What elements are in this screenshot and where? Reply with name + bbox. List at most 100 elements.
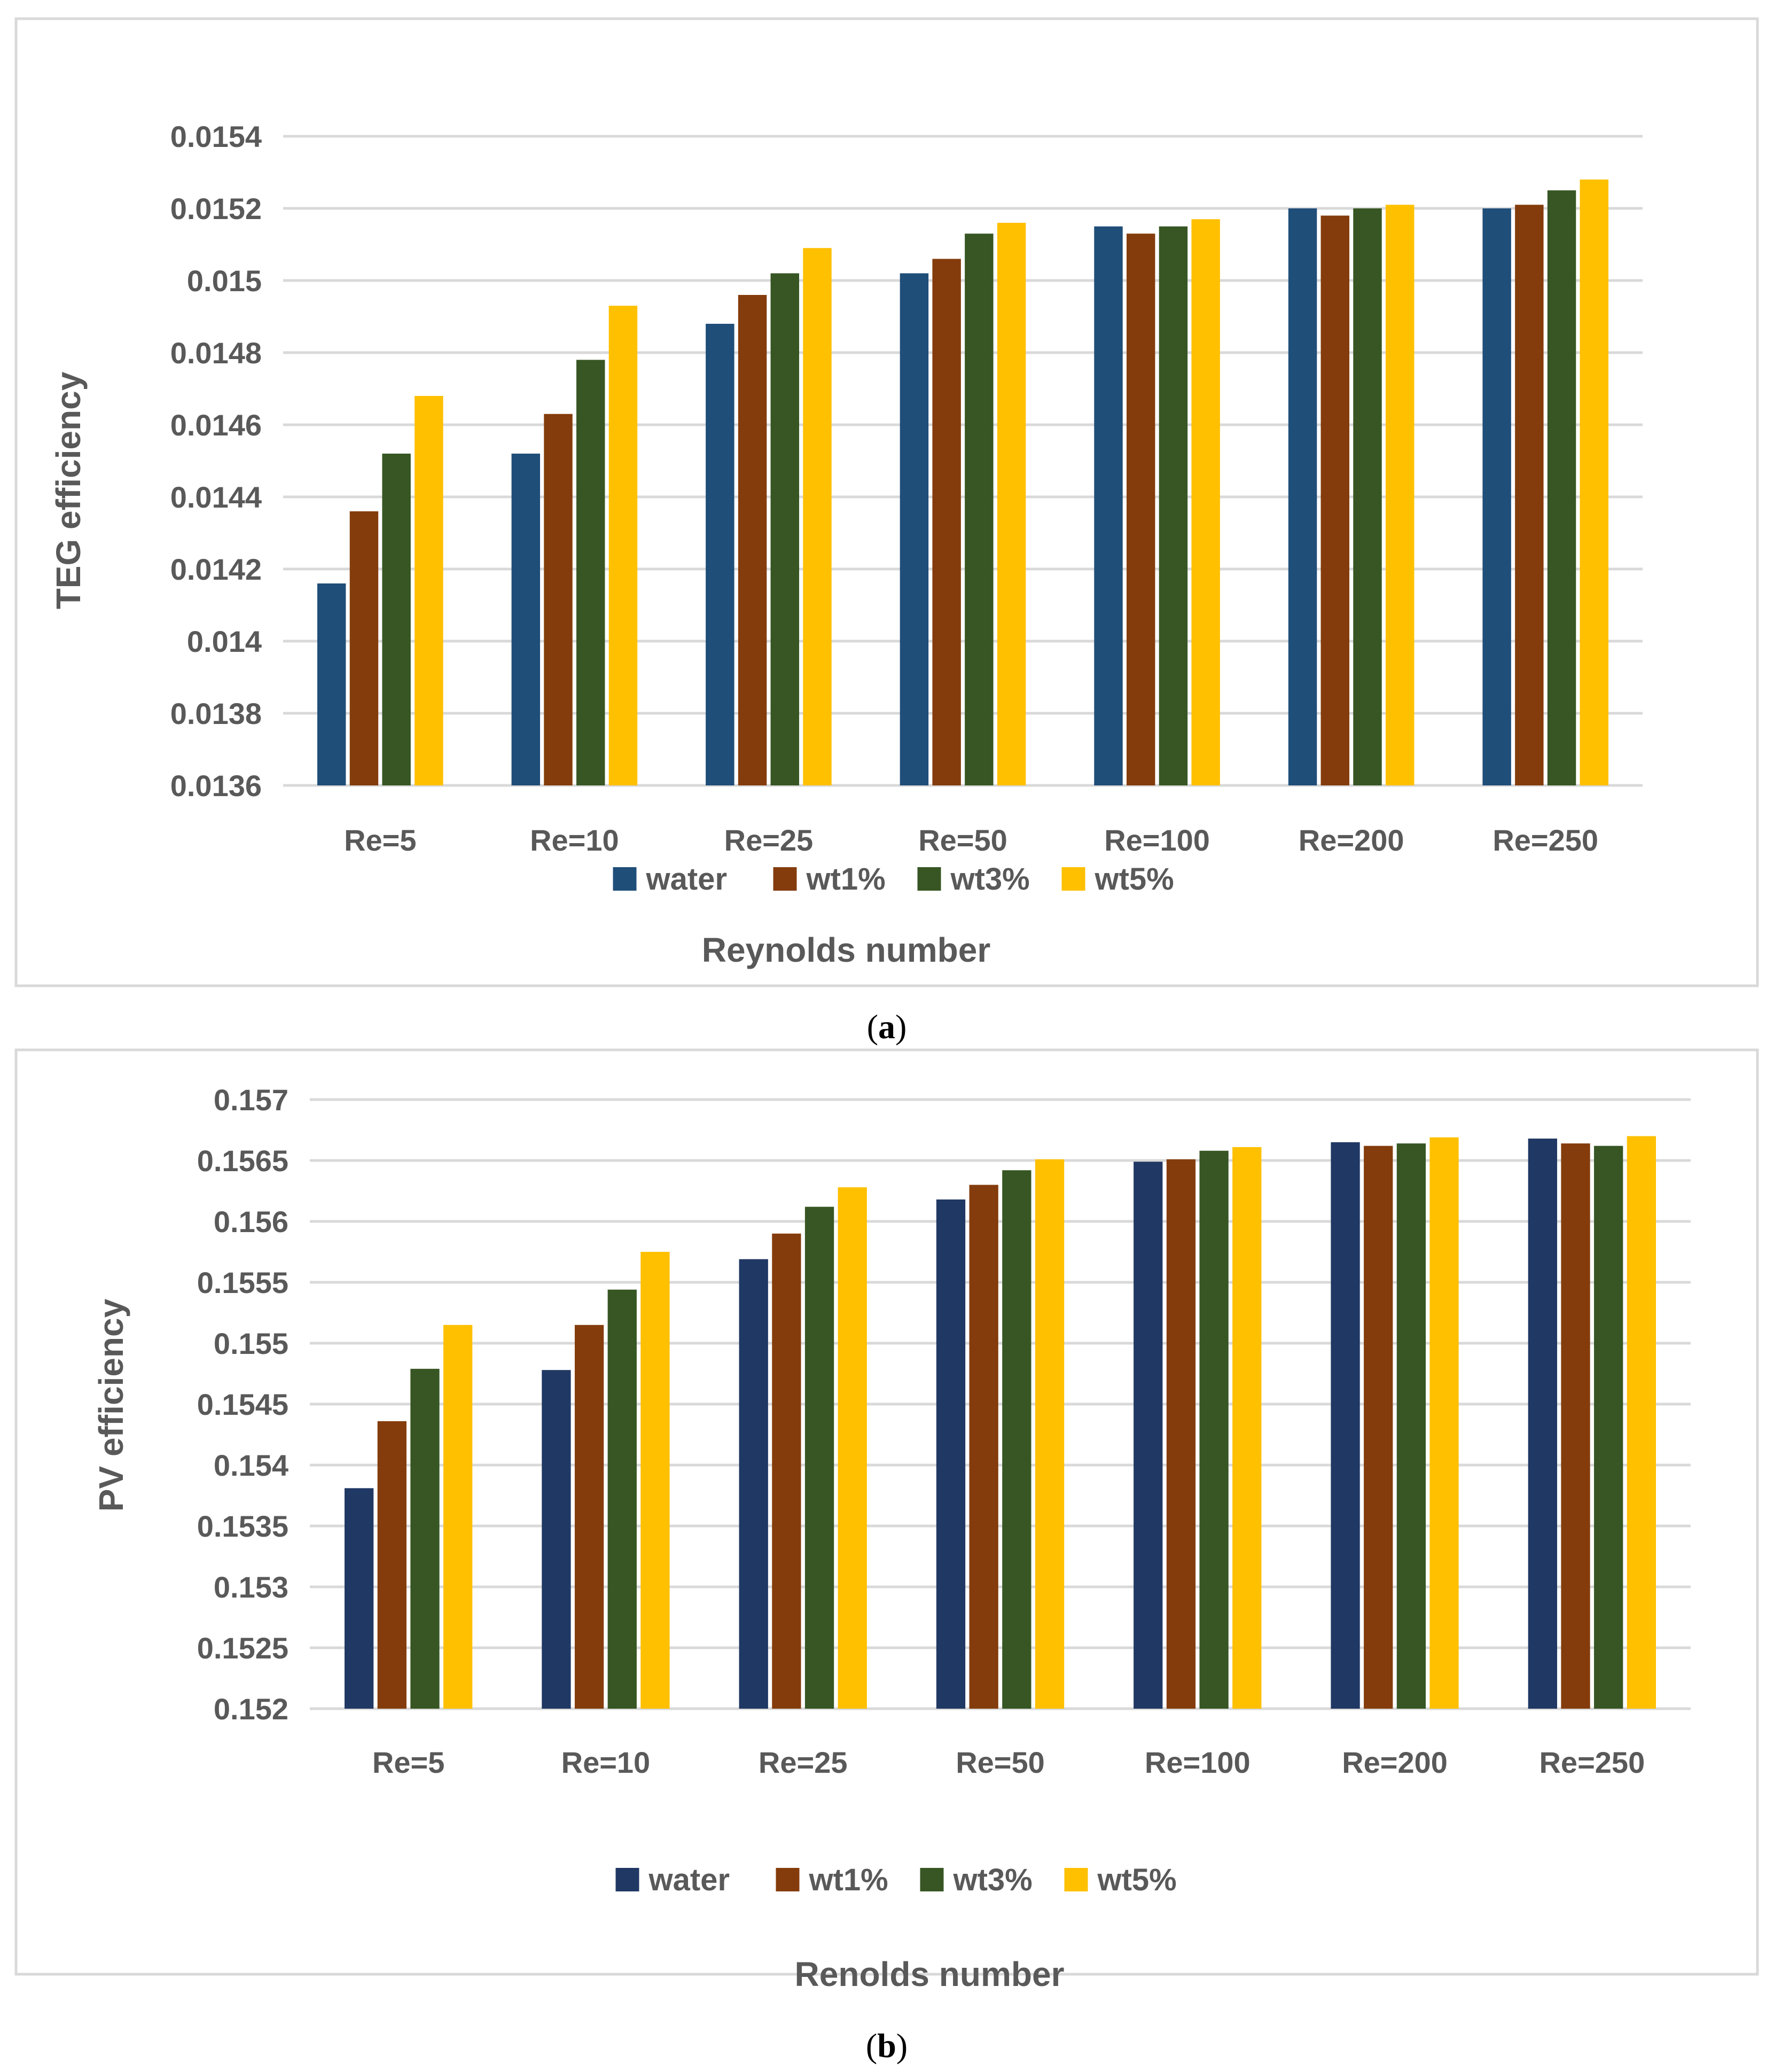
caption-a-letter: a xyxy=(878,1008,895,1046)
chart-b-y-tick-labels: 0.157 0.1565 0.156 0.1555 0.155 0.1545 0.154 0.… xyxy=(197,1083,288,1726)
bar-wt1pct-Re=5 xyxy=(349,511,379,785)
y-tick-label: 0.155 xyxy=(214,1327,288,1360)
bar-wt5pct-Re=25 xyxy=(803,248,832,785)
legend-label: wt5% xyxy=(1097,1863,1177,1897)
bar-water-Re=200 xyxy=(1331,1142,1360,1709)
x-category-label: Re=5 xyxy=(372,1746,444,1779)
y-tick-label: 0.0138 xyxy=(170,697,262,730)
legend-label: wt5% xyxy=(1095,862,1174,897)
x-category-label: Re=200 xyxy=(1299,823,1404,857)
x-category-label: Re=10 xyxy=(530,823,619,857)
bar-water-Re=250 xyxy=(1528,1138,1557,1709)
chart-a-gridlines xyxy=(283,135,1643,787)
legend-label: wt1% xyxy=(806,862,886,897)
chart-panel-b: 0.157 0.1565 0.156 0.1555 0.155 0.1545 0.154 0.… xyxy=(14,1048,1759,1993)
y-tick-label: 0.154 xyxy=(214,1448,288,1482)
y-tick-label: 0.0154 xyxy=(170,120,262,153)
y-tick-label: 0.0146 xyxy=(170,408,262,442)
y-tick-label: 0.0152 xyxy=(170,192,262,225)
chart-panel-a: 0.0154 0.0152 0.015 0.0148 0.0146 0.0144 0.014… xyxy=(14,17,1759,987)
caption-b-letter: b xyxy=(877,2027,896,2065)
chart-b-legend: water wt1% wt3% wt5% xyxy=(615,1863,1177,1897)
bar-wt5pct-Re=100 xyxy=(1191,219,1220,785)
bar-water-Re=5 xyxy=(317,583,346,785)
bar-water-Re=5 xyxy=(344,1488,374,1709)
bar-wt3pct-Re=25 xyxy=(804,1206,834,1709)
y-tick-label: 0.0144 xyxy=(170,480,262,514)
chart-b-gridlines xyxy=(310,1098,1691,1710)
bar-wt3pct-Re=250 xyxy=(1547,190,1576,785)
y-tick-label: 0.0142 xyxy=(170,552,262,586)
bar-wt5pct-Re=200 xyxy=(1385,205,1414,785)
chart-a-border xyxy=(14,17,1759,987)
bar-wt3pct-Re=100 xyxy=(1159,226,1188,785)
bar-wt3pct-Re=10 xyxy=(576,360,605,785)
y-tick-label: 0.015 xyxy=(187,264,262,298)
bar-wt1pct-Re=50 xyxy=(932,259,961,785)
y-tick-label: 0.1565 xyxy=(197,1144,288,1178)
bar-wt1pct-Re=100 xyxy=(1166,1159,1196,1709)
bar-wt3pct-Re=5 xyxy=(410,1368,440,1709)
bar-wt1pct-Re=25 xyxy=(738,295,767,785)
chart-b-category-labels: Re=5 Re=10 Re=25 Re=50 Re=100 Re=200 Re=250 xyxy=(372,1746,1645,1779)
bar-wt5pct-Re=200 xyxy=(1429,1137,1459,1709)
bar-water-Re=50 xyxy=(936,1199,966,1709)
y-tick-label: 0.014 xyxy=(187,625,262,658)
y-tick-label: 0.1525 xyxy=(197,1631,288,1665)
x-category-label: Re=100 xyxy=(1145,1746,1251,1779)
bar-wt5pct-Re=25 xyxy=(838,1187,867,1709)
legend-label: water xyxy=(648,1863,730,1897)
bar-wt1pct-Re=5 xyxy=(377,1421,407,1709)
bar-water-Re=100 xyxy=(1094,226,1123,785)
bar-wt1pct-Re=200 xyxy=(1364,1146,1393,1709)
bar-water-Re=250 xyxy=(1482,208,1511,785)
bar-wt1pct-Re=10 xyxy=(544,414,573,785)
chart-a-category-labels: Re=5 Re=10 Re=25 Re=50 Re=100 Re=200 Re=250 xyxy=(344,823,1598,857)
y-tick-label: 0.157 xyxy=(214,1083,288,1117)
svg-text:(a): (a) xyxy=(867,1008,907,1046)
bar-wt5pct-Re=5 xyxy=(415,396,443,785)
bar-wt3pct-Re=250 xyxy=(1594,1146,1623,1709)
legend-label: wt1% xyxy=(809,1863,888,1897)
legend-swatch-water xyxy=(613,867,637,891)
bar-wt3pct-Re=50 xyxy=(1002,1170,1031,1709)
bar-wt3pct-Re=5 xyxy=(382,454,411,785)
bar-wt3pct-Re=50 xyxy=(965,233,994,785)
legend-swatch-wt3pct xyxy=(920,1868,944,1891)
chart-a-y-tick-labels: 0.0154 0.0152 0.015 0.0148 0.0146 0.0144 0.014… xyxy=(170,120,262,803)
chart-b-bars xyxy=(344,1136,1656,1709)
legend-swatch-water xyxy=(615,1868,639,1891)
y-tick-label: 0.153 xyxy=(214,1570,288,1604)
x-category-label: Re=50 xyxy=(918,823,1007,857)
bar-water-Re=10 xyxy=(542,1370,571,1709)
caption-b: (b) xyxy=(866,2027,908,2065)
x-category-label: Re=10 xyxy=(561,1746,651,1779)
bar-water-Re=200 xyxy=(1288,208,1317,785)
bar-water-Re=25 xyxy=(706,324,734,785)
legend-swatch-wt1pct xyxy=(773,867,797,891)
chart-b-x-axis-title: Renolds number xyxy=(795,1955,1065,1993)
legend-label: water xyxy=(646,862,728,897)
bar-wt1pct-Re=250 xyxy=(1561,1143,1590,1709)
y-tick-label: 0.0148 xyxy=(170,336,262,370)
bar-wt5pct-Re=50 xyxy=(1035,1159,1065,1709)
bar-wt1pct-Re=25 xyxy=(772,1233,801,1709)
x-category-label: Re=100 xyxy=(1104,823,1210,857)
bar-wt1pct-Re=100 xyxy=(1126,233,1155,785)
bar-wt1pct-Re=50 xyxy=(969,1185,998,1709)
bar-wt1pct-Re=250 xyxy=(1515,205,1544,785)
x-category-label: Re=200 xyxy=(1342,1746,1448,1779)
bar-wt3pct-Re=25 xyxy=(770,273,800,785)
x-category-label: Re=25 xyxy=(759,1746,848,1779)
x-category-label: Re=25 xyxy=(724,823,814,857)
bar-water-Re=50 xyxy=(900,273,929,785)
y-tick-label: 0.1555 xyxy=(197,1266,288,1299)
y-tick-label: 0.1545 xyxy=(197,1388,288,1421)
y-tick-label: 0.156 xyxy=(214,1205,288,1238)
bar-water-Re=100 xyxy=(1134,1162,1163,1709)
legend-label: wt3% xyxy=(953,1863,1033,1897)
bar-wt3pct-Re=100 xyxy=(1199,1150,1229,1709)
x-category-label: Re=5 xyxy=(344,823,416,857)
x-category-label: Re=50 xyxy=(956,1746,1045,1779)
